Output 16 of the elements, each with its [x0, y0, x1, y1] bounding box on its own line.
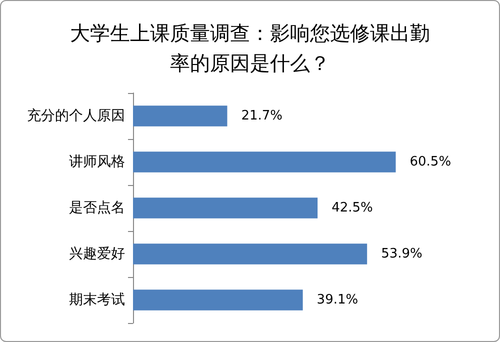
- bar: [133, 198, 318, 218]
- data-label: 60.5%: [410, 154, 452, 170]
- data-label: 39.1%: [316, 292, 358, 308]
- y-tick-label: 充分的个人原因: [27, 108, 125, 124]
- bar: [133, 152, 396, 172]
- bar: [133, 106, 228, 126]
- bar: [133, 290, 303, 310]
- chart-title: 大学生上课质量调查：影响您选修课出勤率的原因是什么？: [70, 21, 430, 75]
- data-label: 53.9%: [381, 246, 422, 262]
- y-tick-label: 是否点名: [69, 200, 125, 216]
- data-label: 21.7%: [241, 108, 283, 124]
- y-tick-label: 兴趣爱好: [69, 246, 125, 262]
- data-label: 42.5%: [332, 200, 373, 216]
- bar: [133, 244, 368, 264]
- y-tick-label: 期末考试: [69, 292, 125, 308]
- y-tick-label: 讲师风格: [69, 154, 125, 170]
